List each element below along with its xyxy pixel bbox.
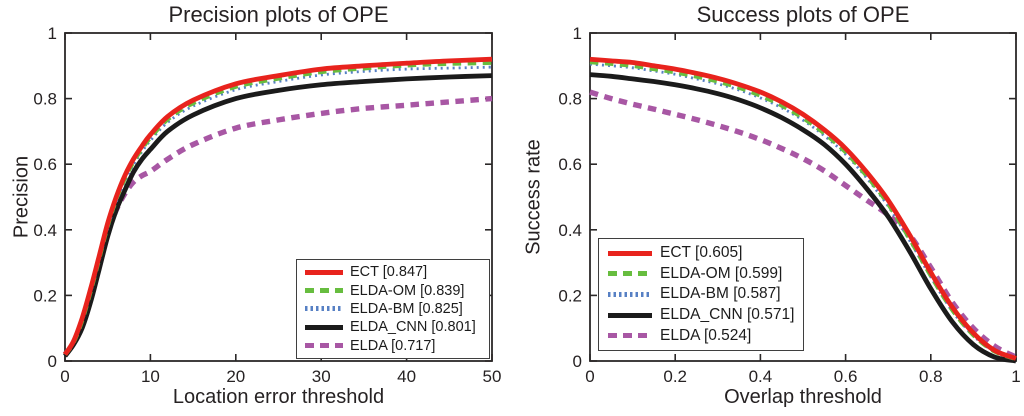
y-axis-label: Precision xyxy=(10,155,33,239)
series-line-ELDA-BM xyxy=(589,62,1017,361)
y-axis-label: Success rate xyxy=(522,139,545,255)
legend-label: ELDA-BM [0.825] xyxy=(350,300,463,317)
series-line-ELDA xyxy=(62,95,493,357)
y-tick-label: 1 xyxy=(573,24,582,43)
legend-label: ELDA-OM [0.599] xyxy=(660,264,783,282)
chart-title: Success plots of OPE xyxy=(696,2,910,27)
x-tick-label: 20 xyxy=(226,367,245,386)
x-axis-label: Overlap threshold xyxy=(724,386,882,408)
x-tick-label: 0 xyxy=(60,367,69,386)
legend-item: ELDA_CNN [0.571] xyxy=(608,306,801,324)
x-tick-label: 50 xyxy=(483,367,502,386)
series-line-ELDA xyxy=(589,89,1018,360)
legend-label: ELDA [0.717] xyxy=(350,337,436,354)
legend-label: ELDA-OM [0.839] xyxy=(350,282,465,299)
legend-label: ELDA_CNN [0.571] xyxy=(660,306,795,324)
legend-line-sample xyxy=(305,343,343,349)
y-tick-label: 0.6 xyxy=(558,155,582,174)
x-tick-label: 1 xyxy=(1011,367,1020,386)
success-chart: 0 0.2 0.4 0.6 0.8 1 0 0.2 0.4 0.6 0.8 1 xyxy=(558,24,1020,386)
series-line-ECT xyxy=(589,56,1017,361)
y-tick-label: 0.8 xyxy=(558,90,582,109)
legend-item: ELDA [0.717] xyxy=(305,338,487,354)
axes-box xyxy=(64,32,493,362)
legend-line-sample xyxy=(305,324,343,330)
y-tick-label: 0.6 xyxy=(33,155,57,174)
legend-item: ELDA-BM [0.825] xyxy=(305,301,487,317)
x-tick-label: 0.6 xyxy=(834,367,858,386)
y-tick-label: 0 xyxy=(573,352,582,371)
y-tick-label: 0.4 xyxy=(558,221,582,240)
x-tick-label: 40 xyxy=(397,367,416,386)
x-tick-label: 0 xyxy=(585,367,594,386)
axes-box xyxy=(589,32,1017,362)
x-tick-label: 0.8 xyxy=(919,367,943,386)
x-tick-label: 0.2 xyxy=(663,367,687,386)
legend-item: ECT [0.605] xyxy=(608,244,801,262)
y-tick-label: 0.4 xyxy=(33,221,57,240)
y-tick-label: 0.2 xyxy=(33,286,57,305)
legend-line-sample xyxy=(608,312,652,318)
precision-plot-panel: 0 10 20 30 40 50 0 0.2 0.4 0.6 0.8 1 Precision plot… xyxy=(10,2,502,408)
legend-item: ECT [0.847] xyxy=(305,264,487,280)
legend-box: ECT [0.605] ELDA-OM [0.599] ELDA-BM [0.5… xyxy=(598,238,804,351)
y-tick-label: 0.8 xyxy=(33,90,57,109)
legend-line-sample xyxy=(608,333,652,339)
legend-line-sample xyxy=(608,271,652,277)
legend-item: ELDA-OM [0.599] xyxy=(608,265,801,283)
y-tick-label: 1 xyxy=(48,24,57,43)
legend-line-sample xyxy=(608,250,652,256)
legend-label: ELDA [0.524] xyxy=(660,326,752,344)
legend-line-sample xyxy=(305,269,343,275)
legend-item: ELDA_CNN [0.801] xyxy=(305,319,487,335)
legend-line-sample xyxy=(305,288,343,294)
legend-item: ELDA-BM [0.587] xyxy=(608,285,801,303)
legend-box: ECT [0.847] ELDA-OM [0.839] ELDA-BM [0.8… xyxy=(296,259,490,359)
legend-line-sample xyxy=(305,306,343,312)
chart-title: Precision plots of OPE xyxy=(168,2,389,27)
legend-label: ECT [0.847] xyxy=(350,264,428,281)
legend-item: ELDA [0.524] xyxy=(608,327,801,345)
x-tick-label: 10 xyxy=(141,367,160,386)
legend-label: ELDA-BM [0.587] xyxy=(660,285,781,303)
precision-chart: 0 10 20 30 40 50 0 0.2 0.4 0.6 0.8 1 xyxy=(33,24,502,386)
y-tick-label: 0.2 xyxy=(558,286,582,305)
success-plot-panel: 0 0.2 0.4 0.6 0.8 1 0 0.2 0.4 0.6 0.8 1 Success plo… xyxy=(512,0,1024,416)
series-line-ELDA_CNN xyxy=(589,72,1017,364)
series-line-ELDA_CNN xyxy=(63,73,493,358)
series-line-ECT xyxy=(62,56,493,356)
x-axis-label: Location error threshold xyxy=(172,386,385,408)
legend-label: ELDA_CNN [0.801] xyxy=(350,319,476,336)
x-tick-label: 0.4 xyxy=(749,367,773,386)
x-tick-label: 30 xyxy=(312,367,331,386)
y-tick-label: 0 xyxy=(48,352,57,371)
legend-line-sample xyxy=(608,291,652,297)
legend-item: ELDA-OM [0.839] xyxy=(305,283,487,299)
legend-label: ECT [0.605] xyxy=(660,244,743,262)
